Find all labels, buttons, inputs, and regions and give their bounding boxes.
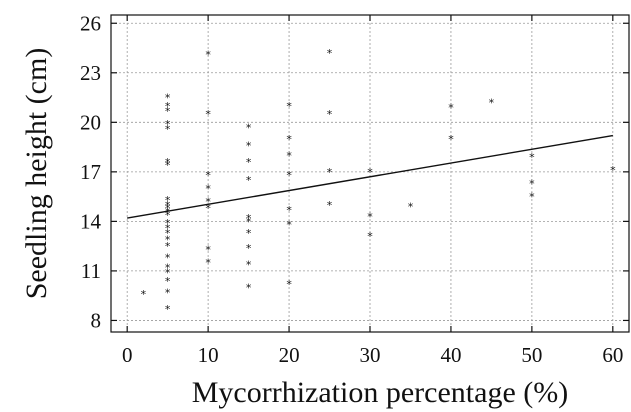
y-tick-label: 26 (80, 11, 101, 35)
data-point: * (165, 275, 171, 288)
data-point: * (286, 133, 292, 146)
data-point: * (165, 222, 171, 235)
data-point: * (286, 219, 292, 232)
data-point: * (286, 204, 292, 217)
data-point: * (246, 212, 252, 225)
axis-ticks (111, 15, 629, 332)
data-point: * (327, 108, 333, 121)
data-point: * (367, 230, 373, 243)
data-point: * (165, 217, 171, 230)
data-point: * (489, 97, 495, 110)
data-point: * (165, 234, 171, 247)
y-tick-label: 11 (81, 259, 101, 283)
data-point: * (205, 182, 211, 195)
x-tick-label: 40 (440, 343, 461, 367)
data-point: * (205, 108, 211, 121)
data-point: * (165, 267, 171, 280)
data-point: * (165, 286, 171, 299)
data-point: * (286, 100, 292, 113)
data-point: * (286, 149, 292, 162)
data-point: * (246, 174, 252, 187)
y-tick-label: 20 (80, 110, 101, 134)
data-point: * (205, 169, 211, 182)
data-point: * (529, 151, 535, 164)
data-point: * (165, 209, 171, 222)
data-point: * (246, 258, 252, 271)
data-point: * (205, 196, 211, 209)
data-point: * (327, 199, 333, 212)
data-point: * (165, 92, 171, 105)
data-point: * (165, 194, 171, 207)
y-tick-labels: 8 11 14 17 20 23 26 (80, 11, 102, 332)
data-point: * (367, 210, 373, 223)
data-point: * (529, 191, 535, 204)
data-point: * (246, 242, 252, 255)
x-tick-label: 10 (198, 343, 219, 367)
data-points: ****************************************… (141, 47, 616, 316)
data-point: * (165, 303, 171, 316)
data-point: * (448, 101, 454, 114)
y-tick-label: 8 (91, 308, 102, 332)
grid-lines (111, 15, 629, 332)
data-point: * (408, 201, 414, 214)
data-point: * (165, 262, 171, 275)
data-point: * (165, 202, 171, 215)
data-point: * (165, 123, 171, 136)
data-point: * (246, 121, 252, 134)
data-point: * (165, 156, 171, 169)
data-point: * (205, 243, 211, 256)
data-point: * (165, 118, 171, 131)
x-axis-title: Mycorrhization percentage (%) (192, 376, 568, 409)
x-tick-labels: 0 10 20 30 40 50 60 (122, 343, 623, 367)
data-point: * (246, 156, 252, 169)
x-tick-label: 50 (521, 343, 542, 367)
x-tick-label: 0 (122, 343, 133, 367)
data-point: * (327, 47, 333, 60)
data-point: * (165, 205, 171, 218)
data-point: * (141, 288, 147, 301)
data-point: * (205, 202, 211, 215)
data-point: * (205, 257, 211, 270)
data-point: * (246, 215, 252, 228)
data-point: * (610, 164, 616, 177)
data-point: * (367, 166, 373, 179)
data-point: * (165, 105, 171, 118)
data-point: * (286, 169, 292, 182)
x-tick-label: 30 (360, 343, 381, 367)
y-axis-title: Seedling height (cm) (20, 48, 53, 300)
data-point: * (327, 166, 333, 179)
x-tick-label: 20 (279, 343, 300, 367)
data-point: * (165, 252, 171, 265)
data-point: * (448, 133, 454, 146)
data-point: * (246, 281, 252, 294)
data-point: * (165, 240, 171, 253)
data-point: * (246, 139, 252, 152)
x-tick-label: 60 (602, 343, 623, 367)
data-point: * (165, 159, 171, 172)
data-point: * (165, 100, 171, 113)
data-point: * (205, 49, 211, 62)
y-tick-label: 23 (80, 61, 101, 85)
data-point: * (286, 278, 292, 291)
data-point: * (165, 227, 171, 240)
data-point: * (165, 199, 171, 212)
y-tick-label: 14 (80, 209, 102, 233)
trend-line (127, 134, 613, 219)
y-tick-label: 17 (80, 160, 101, 184)
data-point: * (529, 177, 535, 190)
data-point: * (246, 227, 252, 240)
